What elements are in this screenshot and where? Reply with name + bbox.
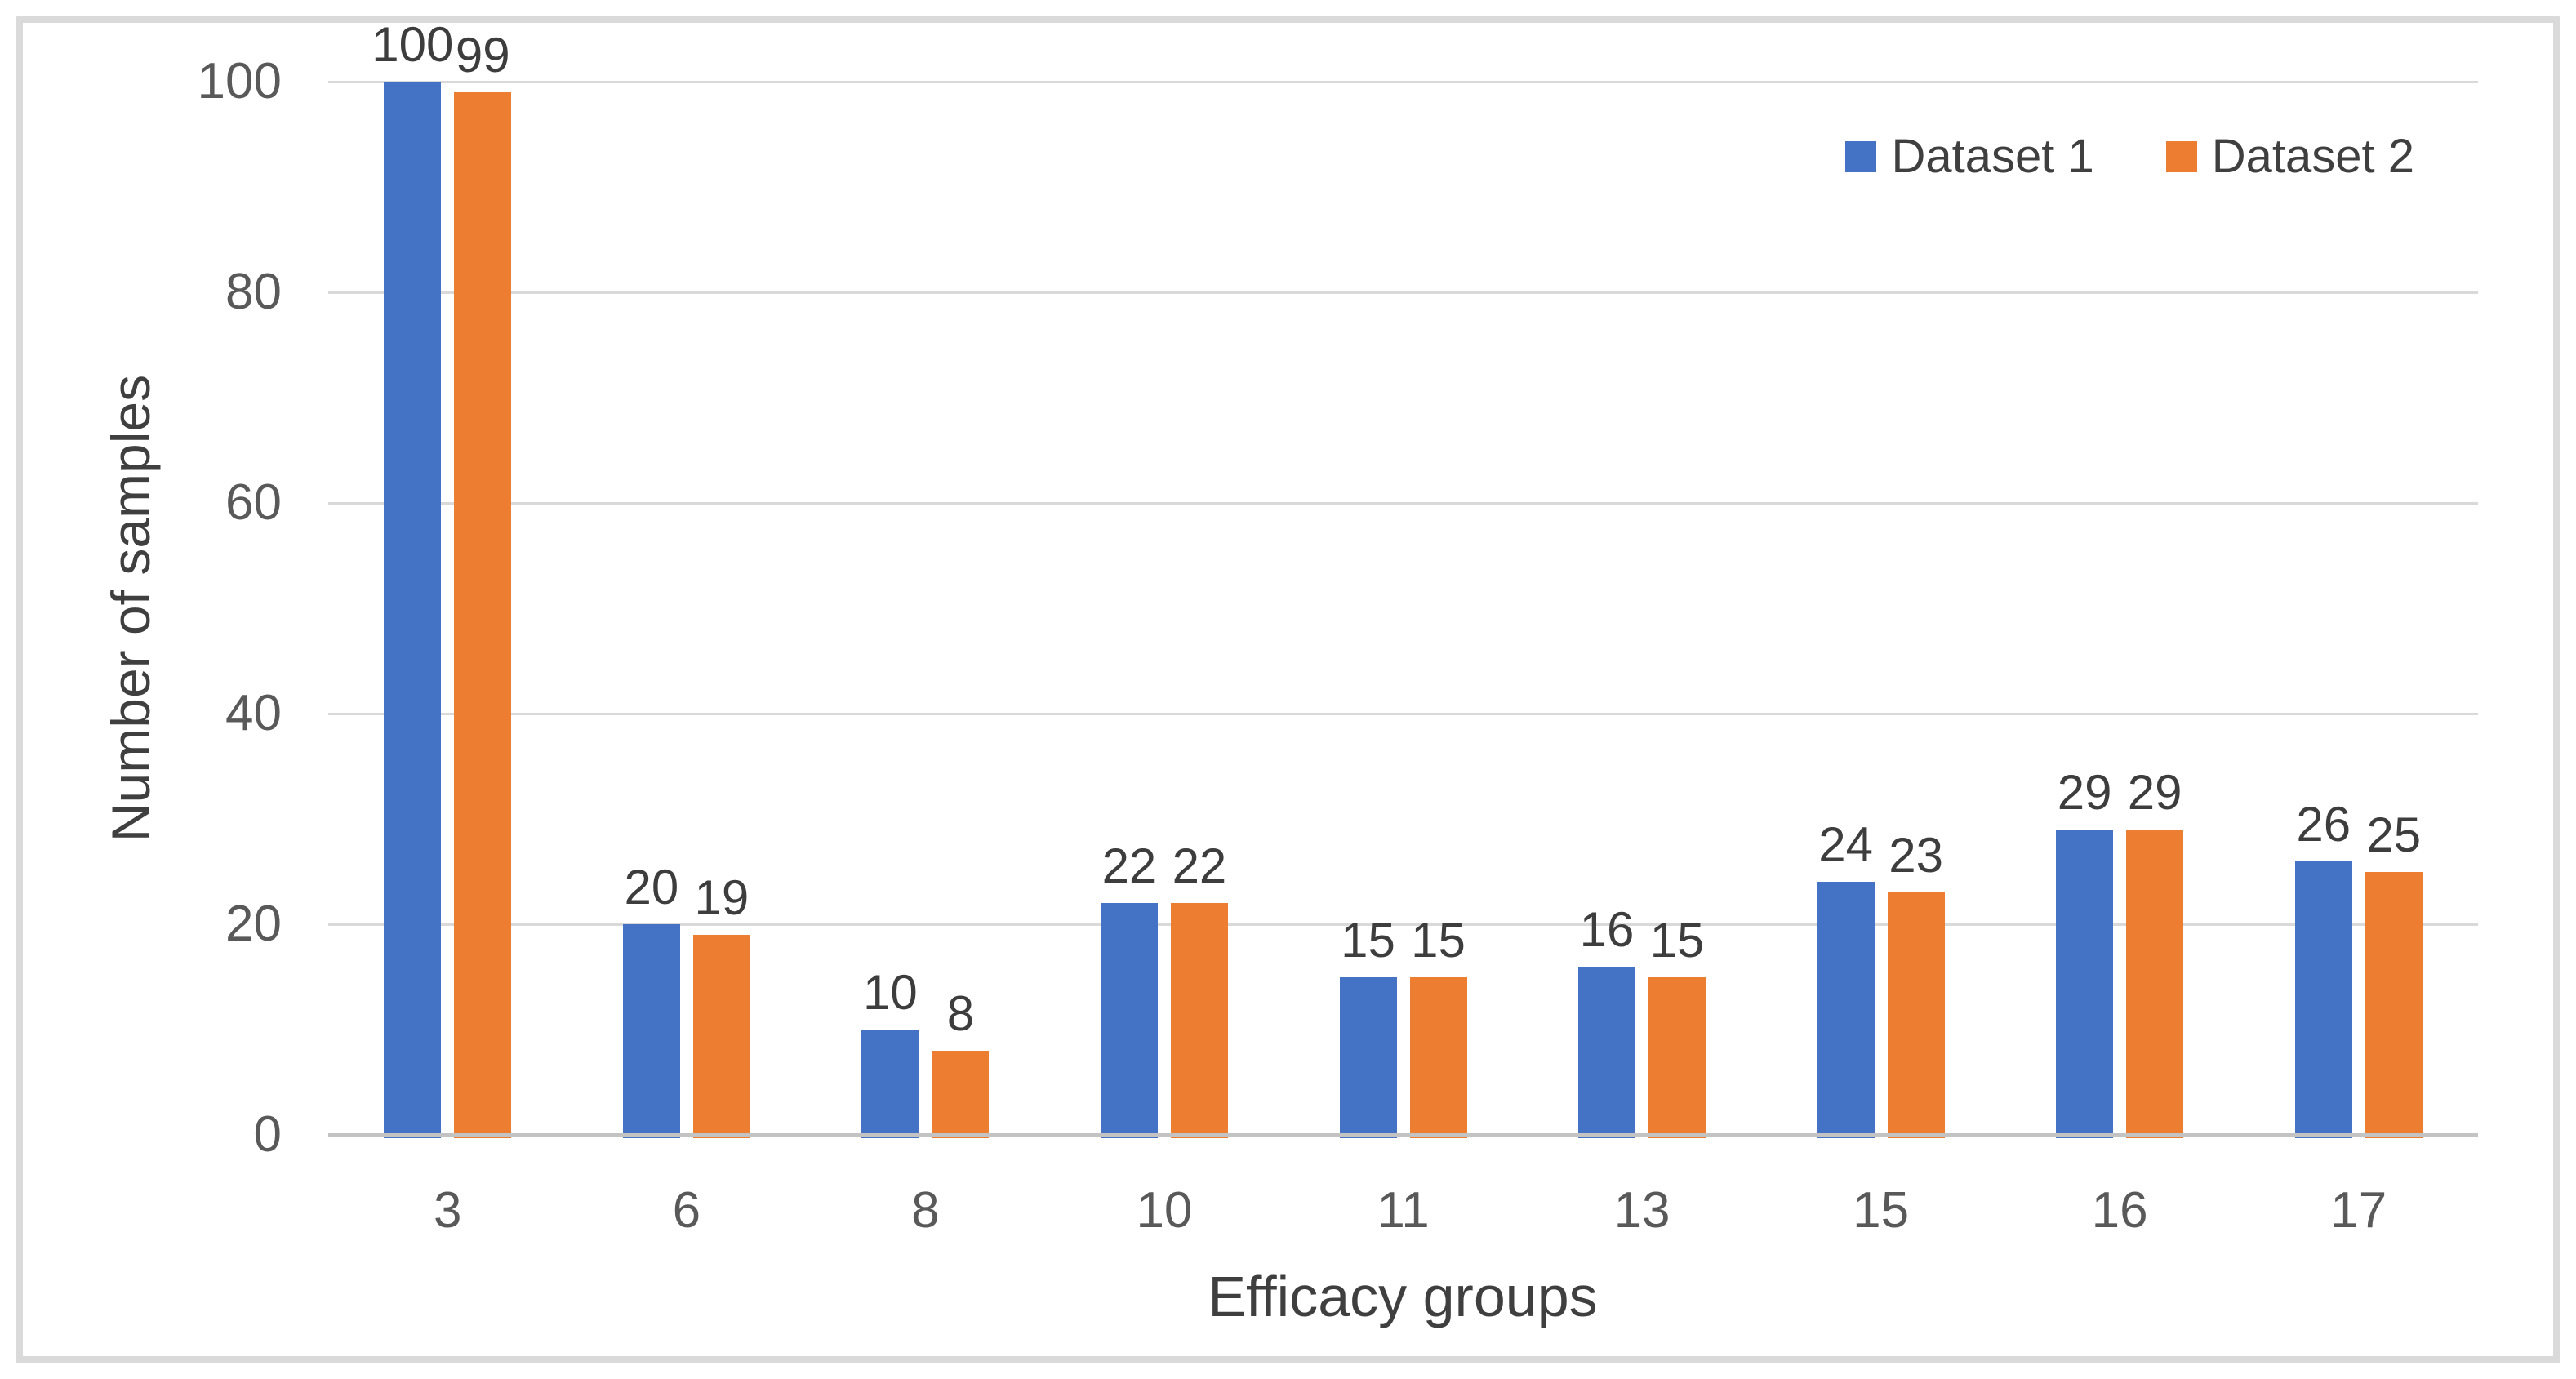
gridline-20 <box>328 923 2478 926</box>
data-label-dataset2-group-11: 15 <box>1411 912 1466 968</box>
bar-dataset1-group-11 <box>1339 976 1397 1138</box>
data-label-dataset1-group-17: 26 <box>2296 796 2351 852</box>
legend: Dataset 1 Dataset 2 <box>1845 129 2414 184</box>
bar-dataset2-group-10 <box>1170 903 1228 1138</box>
data-label-dataset1-group-3: 100 <box>371 17 454 72</box>
x-tick-label-3: 3 <box>434 1182 462 1239</box>
bar-dataset2-group-3 <box>454 91 512 1138</box>
bar-dataset2-group-16 <box>2126 829 2184 1138</box>
data-label-dataset2-group-10: 22 <box>1172 839 1227 894</box>
bar-dataset1-group-10 <box>1100 903 1158 1138</box>
x-axis-line <box>328 1133 2478 1137</box>
bar-dataset1-group-15 <box>1817 882 1875 1138</box>
x-tick-label-8: 8 <box>911 1182 940 1239</box>
gridline-60 <box>328 502 2478 505</box>
x-axis-title: Efficacy groups <box>1208 1265 1598 1328</box>
data-label-dataset1-group-6: 20 <box>624 860 679 914</box>
data-label-dataset2-group-13: 15 <box>1649 912 1705 968</box>
x-tick-label-11: 11 <box>1377 1182 1430 1239</box>
bar-dataset2-group-6 <box>692 934 750 1138</box>
bar-dataset1-group-3 <box>384 82 442 1138</box>
legend-label-dataset1: Dataset 1 <box>1891 130 2094 183</box>
x-tick-label-6: 6 <box>672 1182 701 1239</box>
x-tick-label-16: 16 <box>2091 1182 2148 1239</box>
gridline-80 <box>328 291 2478 294</box>
bar-dataset2-group-17 <box>2365 871 2423 1138</box>
gridline-100 <box>328 81 2478 83</box>
gridline-40 <box>328 713 2478 715</box>
x-tick-label-15: 15 <box>1853 1182 1910 1239</box>
legend-item-dataset1: Dataset 1 <box>1845 129 2094 184</box>
y-tick-label-60: 60 <box>225 474 282 531</box>
y-tick-label-80: 80 <box>225 264 282 320</box>
data-label-dataset1-group-10: 22 <box>1101 839 1157 894</box>
data-label-dataset2-group-17: 25 <box>2366 807 2422 862</box>
legend-swatch-dataset2 <box>2165 140 2197 172</box>
y-tick-label-0: 0 <box>253 1106 282 1163</box>
bar-dataset1-group-8 <box>861 1030 919 1138</box>
bar-dataset2-group-8 <box>932 1050 990 1138</box>
x-tick-label-17: 17 <box>2330 1182 2387 1239</box>
legend-item-dataset2: Dataset 2 <box>2165 129 2414 184</box>
x-tick-label-13: 13 <box>1613 1182 1671 1239</box>
y-tick-label-20: 20 <box>225 896 282 952</box>
legend-swatch-dataset1 <box>1845 140 1877 172</box>
data-label-dataset2-group-8: 8 <box>946 985 975 1041</box>
x-tick-label-10: 10 <box>1136 1182 1193 1239</box>
bar-dataset1-group-6 <box>622 924 680 1138</box>
legend-label-dataset2: Dataset 2 <box>2211 130 2414 183</box>
bar-dataset1-group-13 <box>1578 966 1636 1138</box>
data-label-dataset2-group-16: 29 <box>2127 764 2182 820</box>
y-tick-label-40: 40 <box>225 685 282 741</box>
data-label-dataset2-group-6: 19 <box>694 870 750 925</box>
bar-dataset2-group-13 <box>1648 976 1706 1138</box>
data-label-dataset1-group-16: 29 <box>2057 764 2112 820</box>
data-label-dataset2-group-3: 99 <box>455 27 510 82</box>
data-label-dataset1-group-13: 16 <box>1579 901 1635 957</box>
bar-dataset1-group-17 <box>2294 861 2352 1138</box>
bar-dataset2-group-15 <box>1887 892 1945 1138</box>
data-label-dataset2-group-15: 23 <box>1889 828 1943 883</box>
bar-dataset1-group-16 <box>2056 829 2114 1138</box>
data-label-dataset1-group-11: 15 <box>1341 912 1395 968</box>
data-label-dataset1-group-8: 10 <box>863 965 918 1020</box>
y-tick-label-100: 100 <box>197 53 282 109</box>
data-label-dataset1-group-15: 24 <box>1818 817 1873 873</box>
bar-dataset2-group-11 <box>1409 976 1467 1138</box>
